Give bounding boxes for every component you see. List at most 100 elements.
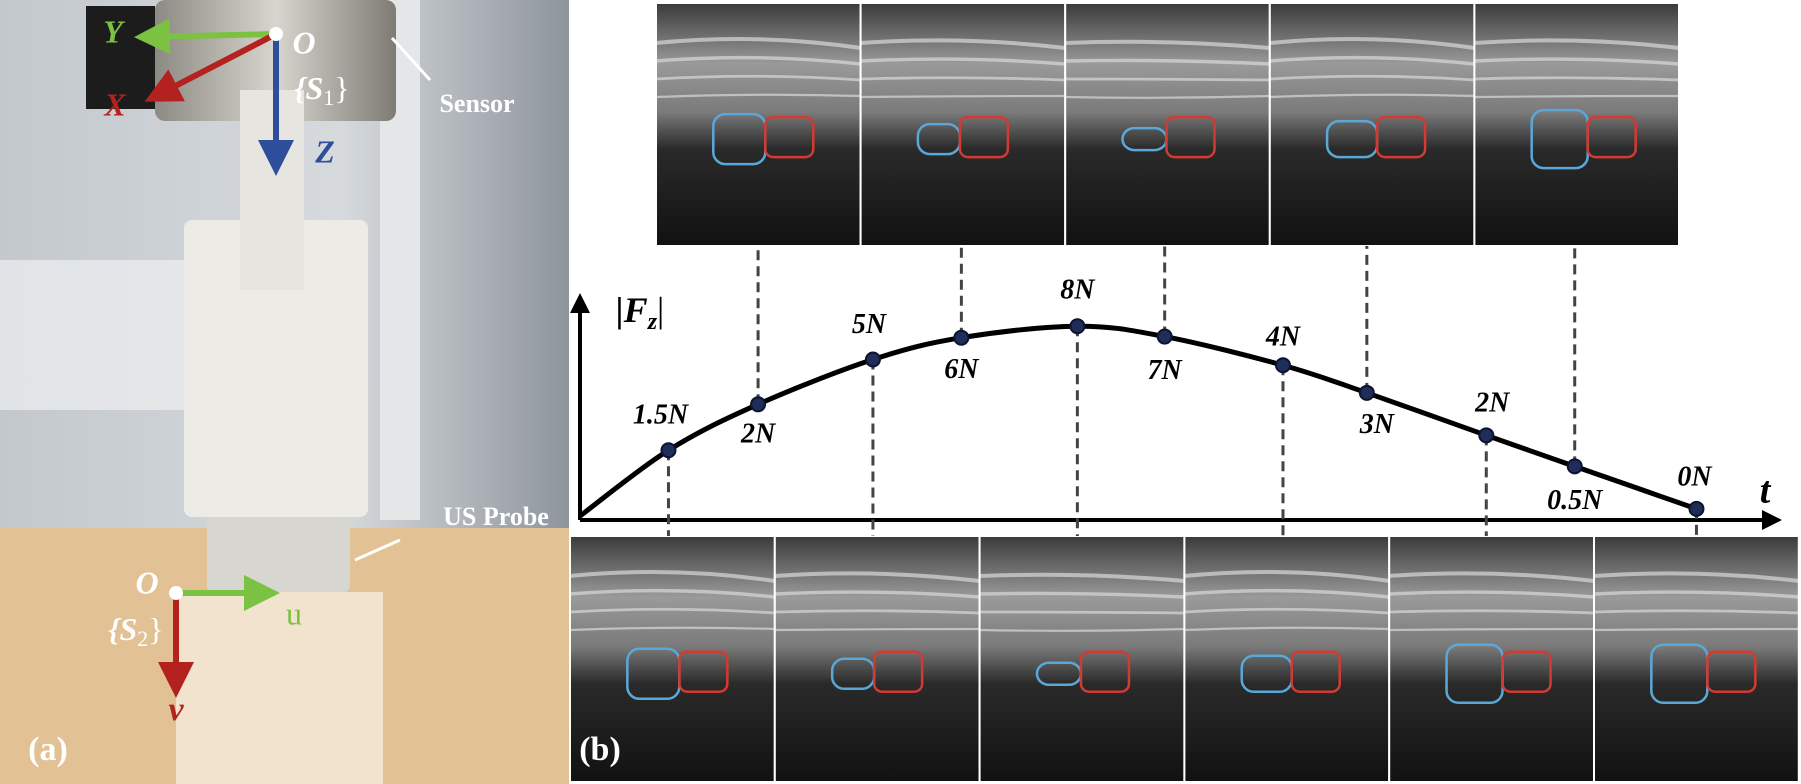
frame-label-end: }: [148, 611, 163, 647]
y-label-main: |F: [616, 290, 648, 330]
force-label: 5N: [852, 309, 888, 340]
force-point: [1688, 500, 1705, 517]
ultrasound-image: [655, 2, 862, 247]
us-tissue-band: [1389, 590, 1595, 599]
force-point: [750, 396, 767, 413]
force-label: 8N: [1060, 275, 1096, 306]
ultrasound-image: [773, 535, 981, 783]
us-tissue-band: [774, 627, 980, 632]
us-tissue-band: [979, 591, 1185, 599]
photo-panel: Y O X Z {S1} Sensor US Probe O u v {S2} …: [0, 0, 569, 784]
force-label: 7N: [1148, 355, 1184, 386]
background-arm: [0, 260, 210, 410]
us-tissue-band: [655, 37, 861, 50]
axis-label: X: [103, 86, 126, 122]
y-label-sub: z: [647, 309, 658, 335]
us-tissue-band: [979, 627, 1185, 632]
ultrasound-image: [1473, 2, 1681, 247]
us-tissue-band: [1389, 627, 1595, 632]
us-tissue-band: [1184, 626, 1390, 632]
image-border: [1593, 535, 1800, 783]
us-tissue-band: [860, 57, 1066, 66]
force-label: 0.5N: [1547, 485, 1604, 516]
red-contour: [764, 115, 815, 159]
force-label: 1.5N: [633, 400, 690, 431]
frame-label-end: }: [334, 70, 349, 106]
axis-label: v: [168, 691, 184, 728]
ultrasound-image: [1268, 2, 1476, 247]
us-tissue-band: [979, 572, 1185, 583]
us-tissue-band: [1474, 76, 1680, 82]
force-point: [864, 351, 881, 368]
red-contour: [1501, 650, 1552, 694]
y-axis-label: |Fz|: [616, 290, 665, 334]
us-tissue-band: [774, 609, 980, 615]
force-label: 3N: [1359, 409, 1396, 440]
force-panel: |Fz| t (b) 1.5N 2N 5N 6N 8N 7N 4N 3N 2N 0.5N 0N: [570, 246, 1782, 768]
red-contour: [1586, 115, 1637, 159]
image-plane: [176, 592, 383, 784]
frame-label-main: {S: [294, 70, 323, 106]
axis-label: u: [286, 595, 302, 631]
force-point: [1069, 318, 1086, 335]
force-point: [1478, 427, 1495, 444]
us-tissue-band: [1065, 77, 1270, 82]
frame-label-sub: 2: [137, 626, 148, 651]
us-tissue-band: [1065, 58, 1270, 66]
us-tissue-band: [569, 607, 775, 615]
panel-tag: (a): [28, 731, 68, 768]
holder-stem: [240, 90, 304, 290]
red-contour: [1079, 650, 1131, 694]
us-tissue-band: [1065, 39, 1270, 50]
y-axis-arrow: [134, 18, 277, 55]
us-tissue-band: [1593, 571, 1800, 583]
us-tissue-band: [1593, 627, 1799, 632]
origin-dot: [269, 27, 283, 41]
ultrasound-image: [1388, 535, 1595, 783]
us-tissue-band: [860, 38, 1066, 50]
us-tissue-band: [1184, 588, 1390, 599]
us-tissue-band: [774, 571, 980, 583]
force-point: [1358, 384, 1375, 401]
us-tissue-band: [1389, 571, 1595, 583]
force-curve: [578, 323, 1698, 519]
axis-label: Y: [103, 13, 125, 49]
us-tissue-band: [569, 626, 775, 632]
x-axis-arrow: [144, 31, 278, 102]
leader-line: [354, 538, 401, 562]
ultrasound-image: [1064, 2, 1271, 247]
frame-label-sub: 1: [323, 85, 334, 110]
us-tissue-band: [1593, 590, 1799, 599]
image-border: [1473, 2, 1681, 247]
origin-label: O: [135, 564, 158, 600]
curve-layer: 1.5N 2N 5N 6N 8N 7N 4N 3N 2N 0.5N 0N: [578, 246, 1713, 536]
frame-label: {S1}: [294, 70, 349, 110]
us-tissue-band: [1269, 37, 1475, 50]
us-tissue-band: [1269, 93, 1475, 99]
leader-line: [390, 36, 432, 82]
y-label-end: |: [657, 290, 664, 330]
force-point: [1274, 357, 1291, 374]
us-tissue-band: [1065, 94, 1270, 99]
us-tissue-band: [774, 590, 980, 599]
force-label: 0N: [1677, 461, 1713, 492]
us-tissue-band: [979, 610, 1185, 615]
force-point: [1566, 458, 1583, 475]
red-contour: [1165, 115, 1216, 159]
frame-label: {S2}: [108, 611, 163, 651]
us-tissue-band: [1269, 74, 1475, 82]
origin-label: O: [292, 24, 315, 60]
force-label: 2N: [740, 419, 777, 450]
ultrasound-image: [859, 2, 1067, 247]
us-probe: [207, 517, 350, 592]
us-tissue-band: [569, 570, 776, 583]
ultrasound-image: [1183, 535, 1391, 783]
us-tissue-band: [655, 55, 861, 66]
origin-dot: [169, 586, 183, 600]
red-contour: [958, 115, 1010, 159]
us-tissue-band: [1389, 609, 1595, 615]
force-point: [953, 329, 970, 346]
ultrasound-image: [978, 535, 1186, 783]
us-tissue-band: [655, 74, 861, 82]
